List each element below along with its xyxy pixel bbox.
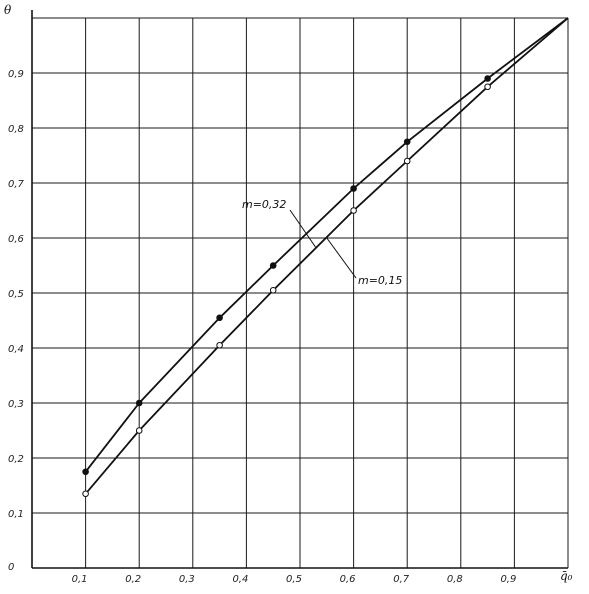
data-point (269, 262, 277, 269)
y-tick-label: 0,5 (8, 289, 24, 300)
y-tick-label: 0,4 (8, 344, 24, 355)
grid (32, 17, 569, 568)
y-tick-label: 0,8 (8, 124, 24, 135)
y-tick-label: 0,1 (8, 509, 24, 520)
y-tick-label: 0 (8, 562, 14, 573)
data-point (82, 468, 89, 476)
data-point (82, 490, 89, 498)
y-tick-label: 0,9 (8, 69, 24, 80)
data-point (135, 427, 143, 434)
axes: 0,1 0,2 0,3 0,4 0,5 0,6 0,7 0,8 0,9 0 0,1 0,2 0,3 0,4… (8, 10, 568, 585)
data-point (216, 314, 223, 322)
data-point (350, 207, 357, 214)
x-tick-label: 0,9 (500, 574, 516, 585)
data-point (403, 138, 411, 146)
x-tick-label: 0,1 (72, 574, 88, 585)
x-tick-label: 0,5 (286, 574, 302, 585)
y-tick-label: 0,7 (8, 179, 25, 190)
x-axis-label: q̄₀ (560, 569, 573, 583)
series-line-2 (84, 17, 569, 495)
series (82, 17, 569, 498)
x-tick-label: 0,7 (393, 574, 410, 585)
x-tick-label: 0,6 (340, 574, 356, 585)
annotation-leader (326, 237, 357, 279)
series-line-1 (84, 17, 569, 473)
data-point (403, 157, 411, 165)
data-point (216, 341, 223, 349)
x-tick-label: 0,4 (232, 574, 248, 585)
annotation-label: m=0,15 (358, 274, 402, 287)
data-point (350, 185, 357, 192)
data-point (484, 75, 491, 82)
x-tick-label: 0,3 (179, 574, 195, 585)
annotations: m=0,32 m=0,15 (242, 198, 402, 287)
y-tick-label: 0,2 (8, 454, 24, 465)
annotation-label: m=0,32 (242, 198, 286, 211)
x-tick-label: 0,8 (447, 574, 463, 585)
data-point (135, 399, 143, 407)
x-tick-label: 0,2 (125, 574, 141, 585)
data-point (269, 286, 277, 294)
y-axis-label: θ (4, 3, 12, 17)
y-tick-label: 0,6 (8, 234, 24, 245)
y-tick-label: 0,3 (8, 399, 24, 410)
annotation-leader (289, 209, 317, 249)
data-point (484, 83, 491, 91)
